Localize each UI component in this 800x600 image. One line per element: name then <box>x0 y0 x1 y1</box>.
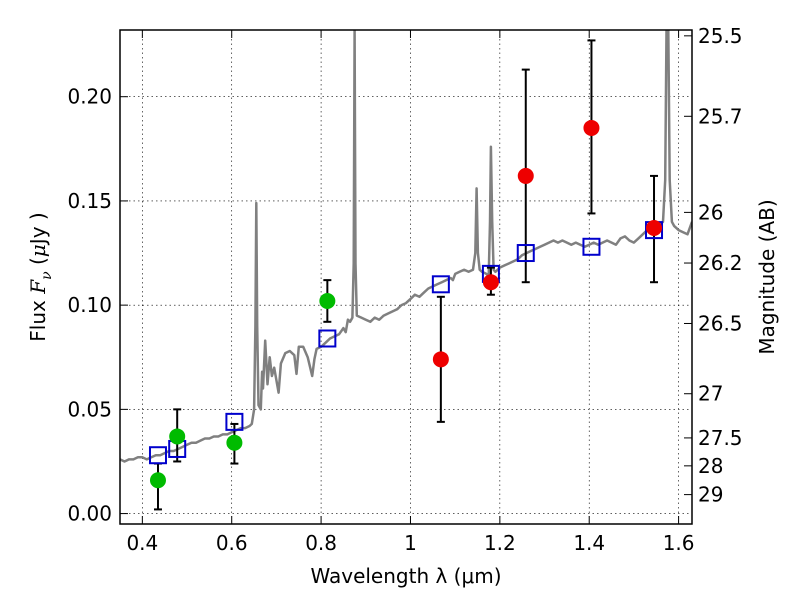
model-photometry-square <box>318 329 337 348</box>
magnitude-tick-label: 25.7 <box>698 104 743 128</box>
x-tick-label: 0.6 <box>216 531 248 555</box>
model-photometry-square <box>582 237 601 256</box>
y-axis-label-var: F <box>26 279 50 295</box>
magnitude-tick-label: 27 <box>698 382 723 406</box>
y-tick-label: 0.20 <box>67 85 112 109</box>
x-tick-label: 0.8 <box>305 531 337 555</box>
y-axis-label-unit-open: ( <box>26 257 50 271</box>
x-tick-label: 1 <box>404 531 417 555</box>
x-tick-label: 1.4 <box>573 531 605 555</box>
green-data-point <box>319 292 336 309</box>
y-tick-label: 0.10 <box>67 293 112 317</box>
y-axis-label-text: Flux <box>26 294 50 342</box>
green-data-point <box>169 428 186 445</box>
markers <box>148 119 664 489</box>
magnitude-tick-label: 27.5 <box>698 426 743 450</box>
green-data-point <box>149 472 166 489</box>
magnitude-tick-label: 25.5 <box>698 24 743 48</box>
plot-frame <box>119 29 693 525</box>
x-tick-label: 0.4 <box>126 531 158 555</box>
y-axis-label: Flux Fν (μJy ) <box>26 212 55 341</box>
red-data-point <box>646 220 663 237</box>
y-axis-label-subscript: ν <box>39 271 55 280</box>
model-photometry-square <box>148 446 167 465</box>
red-data-point <box>482 274 499 291</box>
right-y-axis-label: Magnitude (AB) <box>755 199 779 354</box>
model-photometry-square <box>431 275 450 294</box>
magnitude-tick-label: 29 <box>698 483 723 507</box>
grid <box>120 30 692 524</box>
ticks: 0.4 0.6 0.8 1 1.2 1.4 1.6 0.00 0.05 0.10 0.15 0.20 2… <box>67 24 742 555</box>
y-tick-label: 0.15 <box>67 189 112 213</box>
red-data-point <box>517 167 534 184</box>
y-tick-label: 0.05 <box>67 397 112 421</box>
y-axis-label-unit: Jy ) <box>26 212 50 246</box>
x-tick-label: 1.2 <box>484 531 516 555</box>
y-tick-label: 0.00 <box>67 502 112 526</box>
y-axis-label-mu: μ <box>26 244 50 257</box>
magnitude-tick-label: 26 <box>698 200 723 224</box>
red-data-point <box>583 119 600 136</box>
x-axis-label: Wavelength λ (μm) <box>310 564 501 588</box>
model-photometry-square <box>516 244 535 263</box>
green-data-point <box>226 434 243 451</box>
magnitude-tick-label: 28 <box>698 454 723 478</box>
magnitude-tick-label: 26.5 <box>698 311 743 335</box>
magnitude-tick-label: 26.2 <box>698 251 743 275</box>
model-photometry-square <box>225 412 244 431</box>
x-tick-label: 1.6 <box>663 531 695 555</box>
red-data-point <box>432 351 449 368</box>
